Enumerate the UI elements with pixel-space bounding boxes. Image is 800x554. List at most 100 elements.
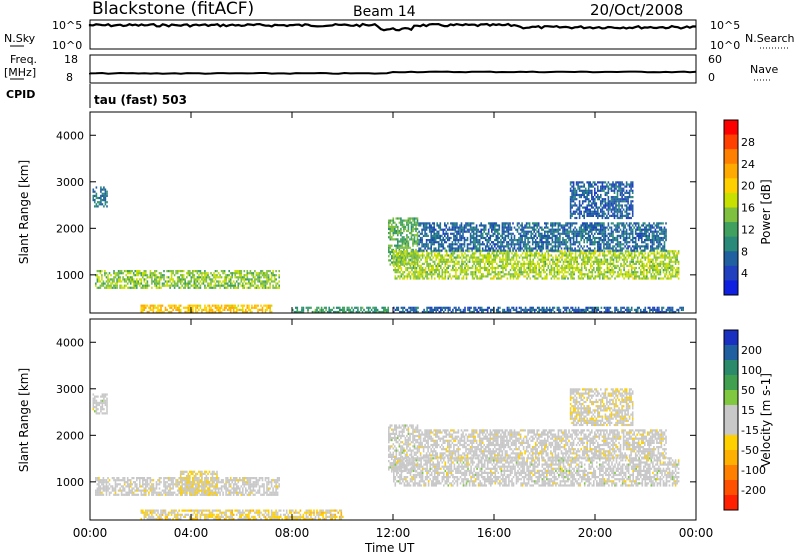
heatmap-cell: [580, 204, 582, 207]
heatmap-cell: [418, 234, 420, 237]
heatmap-cell: [604, 204, 607, 207]
heatmap-cell: [366, 310, 368, 314]
heatmap-cell: [478, 230, 481, 233]
heatmap-cell: [255, 286, 258, 289]
heatmap-cell: [154, 270, 156, 273]
heatmap-cell: [225, 276, 227, 279]
heatmap-cell: [441, 258, 444, 261]
heatmap-cell: [580, 269, 583, 272]
heatmap-cell: [621, 234, 623, 237]
heatmap-cell: [421, 222, 423, 225]
heatmap-cell: [664, 264, 666, 267]
heatmap-cell: [548, 241, 551, 244]
heatmap-cell: [595, 202, 598, 205]
heatmap-cell: [187, 304, 190, 307]
freq-trace: [89, 70, 697, 75]
heatmap-cell: [172, 270, 174, 273]
heatmap-cell: [550, 273, 553, 276]
heatmap-cell: [447, 245, 449, 248]
heatmap-cell: [631, 228, 634, 231]
heatmap-cell: [609, 226, 611, 229]
heatmap-cell: [335, 306, 338, 309]
heatmap-cell: [179, 274, 182, 277]
heatmap-cell: [394, 275, 397, 278]
heatmap-cell: [654, 230, 657, 233]
heatmap-cell: [671, 252, 674, 255]
heatmap-cell: [326, 310, 329, 314]
heatmap-cell: [225, 282, 227, 285]
heatmap-cell: [456, 239, 458, 242]
heatmap-cell: [464, 266, 466, 270]
heatmap-cell: [583, 210, 585, 213]
heatmap-cell: [143, 306, 146, 309]
heatmap-cell: [656, 264, 659, 267]
heatmap-cell: [414, 254, 416, 257]
heatmap-cell: [496, 254, 498, 257]
heatmap-cell: [578, 196, 581, 199]
heatmap-cell: [544, 264, 547, 267]
heatmap-cell: [426, 252, 428, 255]
heatmap-cell: [514, 275, 516, 278]
heatmap-cell: [618, 256, 621, 259]
heatmap-cell: [480, 260, 483, 263]
heatmap-cell: [450, 269, 453, 272]
heatmap-cell: [623, 277, 625, 280]
heatmap-cell: [554, 230, 557, 233]
heatmap-cell: [441, 260, 444, 263]
heatmap-cell: [500, 243, 502, 246]
heatmap-cell: [103, 192, 105, 195]
heatmap-cell: [559, 243, 561, 246]
heatmap-cell: [596, 262, 598, 265]
heatmap-cell: [671, 269, 674, 272]
heatmap-cell: [229, 284, 232, 287]
heatmap-cell: [581, 234, 584, 237]
heatmap-cell: [612, 236, 614, 240]
heatmap-cell: [381, 306, 383, 309]
heatmap-cell: [413, 234, 416, 237]
heatmap-cell: [541, 241, 543, 244]
heatmap-cell: [261, 270, 264, 273]
heatmap-cell: [480, 224, 482, 227]
heatmap-cell: [395, 238, 398, 241]
heatmap-cell: [664, 273, 666, 276]
heatmap-cell: [425, 222, 428, 225]
heatmap-cell: [137, 282, 140, 285]
heatmap-cell: [670, 256, 672, 259]
heatmap-cell: [393, 254, 395, 257]
heatmap-cell: [474, 264, 477, 267]
heatmap-cell: [486, 269, 489, 272]
heatmap-cell: [427, 266, 430, 270]
heatmap-cell: [601, 185, 604, 188]
heatmap-cell: [499, 260, 501, 263]
heatmap-cell: [160, 306, 162, 309]
heatmap-cell: [139, 282, 141, 285]
heatmap-cell: [447, 275, 450, 278]
heatmap-cell: [559, 241, 561, 244]
heatmap-cell: [587, 191, 590, 194]
heatmap-cell: [251, 284, 253, 287]
heatmap-cell: [100, 186, 102, 189]
heatmap-cell: [220, 284, 223, 287]
heatmap-cell: [557, 247, 560, 250]
heatmap-cell: [653, 226, 655, 229]
heatmap-cell: [232, 280, 235, 283]
heatmap-cell: [489, 249, 492, 252]
heatmap-cell: [260, 308, 262, 311]
heatmap-cell: [541, 249, 543, 252]
heatmap-cell: [603, 236, 605, 240]
heatmap-cell: [412, 254, 415, 257]
heatmap-cell: [558, 277, 560, 280]
heatmap-cell: [522, 249, 525, 252]
heatmap-cell: [270, 278, 273, 281]
freq-tick-top: 18: [64, 53, 78, 66]
heatmap-cell: [597, 189, 599, 192]
heatmap-cell: [561, 256, 563, 259]
heatmap-cell: [482, 256, 484, 259]
heatmap-cell: [493, 277, 495, 280]
heatmap-cell: [512, 277, 515, 280]
heatmap-cell: [662, 262, 665, 265]
heatmap-cell: [415, 275, 418, 278]
heatmap-cell: [659, 273, 662, 276]
heatmap-cell: [595, 241, 598, 244]
heatmap-cell: [667, 269, 669, 272]
